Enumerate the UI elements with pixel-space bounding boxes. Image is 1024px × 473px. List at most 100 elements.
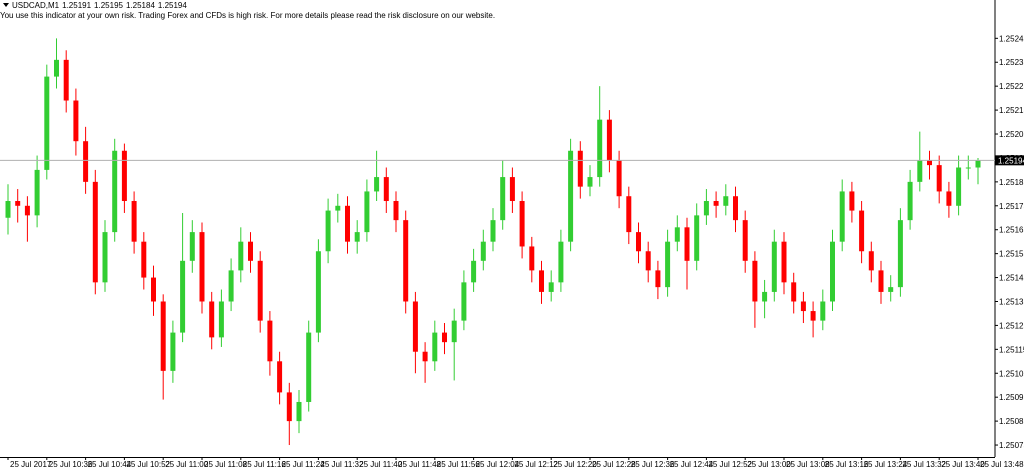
candle-body (975, 160, 981, 168)
candle-body (713, 201, 719, 206)
candle-body (461, 282, 467, 321)
candle-body (616, 160, 622, 197)
candle-body (248, 241, 253, 261)
candle-body (539, 270, 544, 292)
candle-body (286, 392, 292, 422)
candle-body (306, 332, 312, 402)
high: 1.25195 (94, 1, 123, 10)
candle-body (529, 246, 535, 271)
candle-body (121, 150, 127, 202)
candle-body (694, 215, 700, 261)
candle-body (151, 277, 156, 302)
x-tick-label: 25 Jul 13:24 (864, 460, 908, 469)
candle-body (665, 241, 671, 288)
candle-body (432, 332, 438, 362)
candle-body (752, 260, 758, 302)
candle-body (34, 169, 40, 216)
candle-body (383, 177, 389, 202)
disclaimer: You use this indicator at your own risk.… (0, 11, 496, 20)
x-tick-label: 25 Jul 12:28 (592, 460, 636, 469)
candle-body (509, 177, 515, 202)
candle-body (442, 332, 447, 343)
candle-body (684, 227, 690, 261)
candle-body (228, 270, 234, 302)
candle-body (412, 301, 418, 352)
x-tick-label: 25 Jul 12:44 (670, 460, 714, 469)
candle-body (859, 210, 865, 252)
candle-body (917, 160, 923, 182)
candle-body (189, 232, 195, 261)
candle-body (315, 251, 321, 333)
candle-body (238, 241, 244, 271)
candle-body (141, 241, 147, 278)
x-tick-label: 25 Jul 12:52 (708, 460, 752, 469)
x-tick-label: 25 Jul 11:40 (359, 460, 403, 469)
candle-body (24, 205, 30, 216)
y-tick-label: 1.25175 (999, 202, 1024, 211)
candle-body (849, 191, 855, 211)
y-tick-label: 1.25215 (999, 106, 1024, 115)
y-tick-label: 1.25145 (999, 274, 1024, 283)
candle-body (810, 311, 816, 321)
candle-body (471, 260, 477, 283)
candle-body (558, 241, 564, 283)
y-tick-label: 1.25095 (999, 393, 1024, 402)
candle-body (500, 177, 506, 221)
y-tick-label: 1.25245 (999, 34, 1024, 43)
candle-body (577, 150, 583, 187)
candle-body (606, 119, 612, 161)
candle-body (277, 361, 283, 393)
header: USDCAD,M1 1.25191 1.25195 1.25184 1.25194 Yo… (0, 1, 495, 21)
candle-body (733, 196, 738, 221)
candle-body (422, 351, 428, 362)
candle-body (927, 160, 932, 166)
candle-body (636, 232, 641, 252)
candle-body (54, 59, 59, 77)
x-tick-label: 25 Jul 10:52 (126, 460, 170, 469)
candle-body (587, 177, 593, 187)
candle-body (15, 201, 21, 206)
candle-body (956, 167, 962, 206)
price-tag-label: 1.25194 (998, 156, 1024, 165)
candle-body (800, 301, 806, 312)
open: 1.25191 (62, 1, 92, 10)
y-tick-label: 1.25225 (999, 82, 1024, 91)
candle-body (723, 196, 729, 206)
x-tick-label: 25 Jul 11:56 (437, 460, 481, 469)
candle-body (703, 201, 709, 216)
candle-body (645, 251, 651, 271)
candle-body (548, 282, 554, 292)
x-tick-label: 25 Jul 2017 (10, 460, 52, 469)
candle-body (781, 241, 787, 283)
candle-body (92, 181, 98, 283)
x-tick-label: 25 Jul 10:36 (49, 460, 93, 469)
x-tick-label: 25 Jul 11:00 (165, 460, 209, 469)
candle-body (83, 141, 89, 182)
x-tick-label: 25 Jul 13:16 (825, 460, 869, 469)
candle-body (374, 177, 380, 192)
candle-body (5, 201, 11, 218)
candle-body (218, 301, 224, 338)
symbol: USDCAD,M1 (12, 1, 60, 10)
candle-body (762, 291, 768, 302)
candle-body (868, 251, 874, 271)
candle-body (655, 270, 661, 288)
x-tick-label: 25 Jul 11:32 (320, 460, 364, 469)
x-tick-label: 25 Jul 12:04 (476, 460, 520, 469)
candle-body (354, 232, 360, 242)
menu-arrow[interactable] (3, 3, 9, 7)
x-tick-label: 25 Jul 12:20 (553, 460, 597, 469)
candle-body (44, 76, 50, 170)
candle-body (897, 220, 903, 288)
candle-body (131, 201, 137, 242)
candle-body (209, 301, 215, 338)
y-tick-label: 1.25185 (999, 178, 1024, 187)
y-tick-label: 1.25125 (999, 321, 1024, 330)
candle-body (160, 301, 166, 371)
candle-body (335, 205, 341, 211)
candle-body (393, 201, 399, 221)
candle-body (102, 232, 108, 283)
candle-body (364, 191, 370, 233)
candle-body (296, 401, 302, 422)
y-tick-label: 1.25205 (999, 130, 1024, 139)
